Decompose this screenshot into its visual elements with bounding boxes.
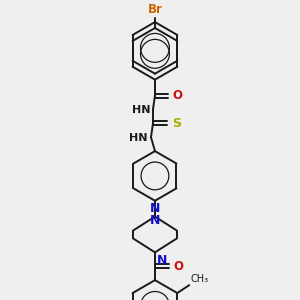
Text: HN: HN	[129, 133, 147, 143]
Text: N: N	[157, 254, 167, 267]
Text: O: O	[173, 89, 183, 102]
Text: S: S	[172, 117, 181, 130]
Text: CH₃: CH₃	[190, 274, 208, 284]
Text: Br: Br	[148, 3, 162, 16]
Text: N: N	[150, 214, 160, 226]
Text: O: O	[174, 260, 184, 273]
Text: HN: HN	[132, 105, 150, 116]
Text: N: N	[150, 202, 160, 214]
